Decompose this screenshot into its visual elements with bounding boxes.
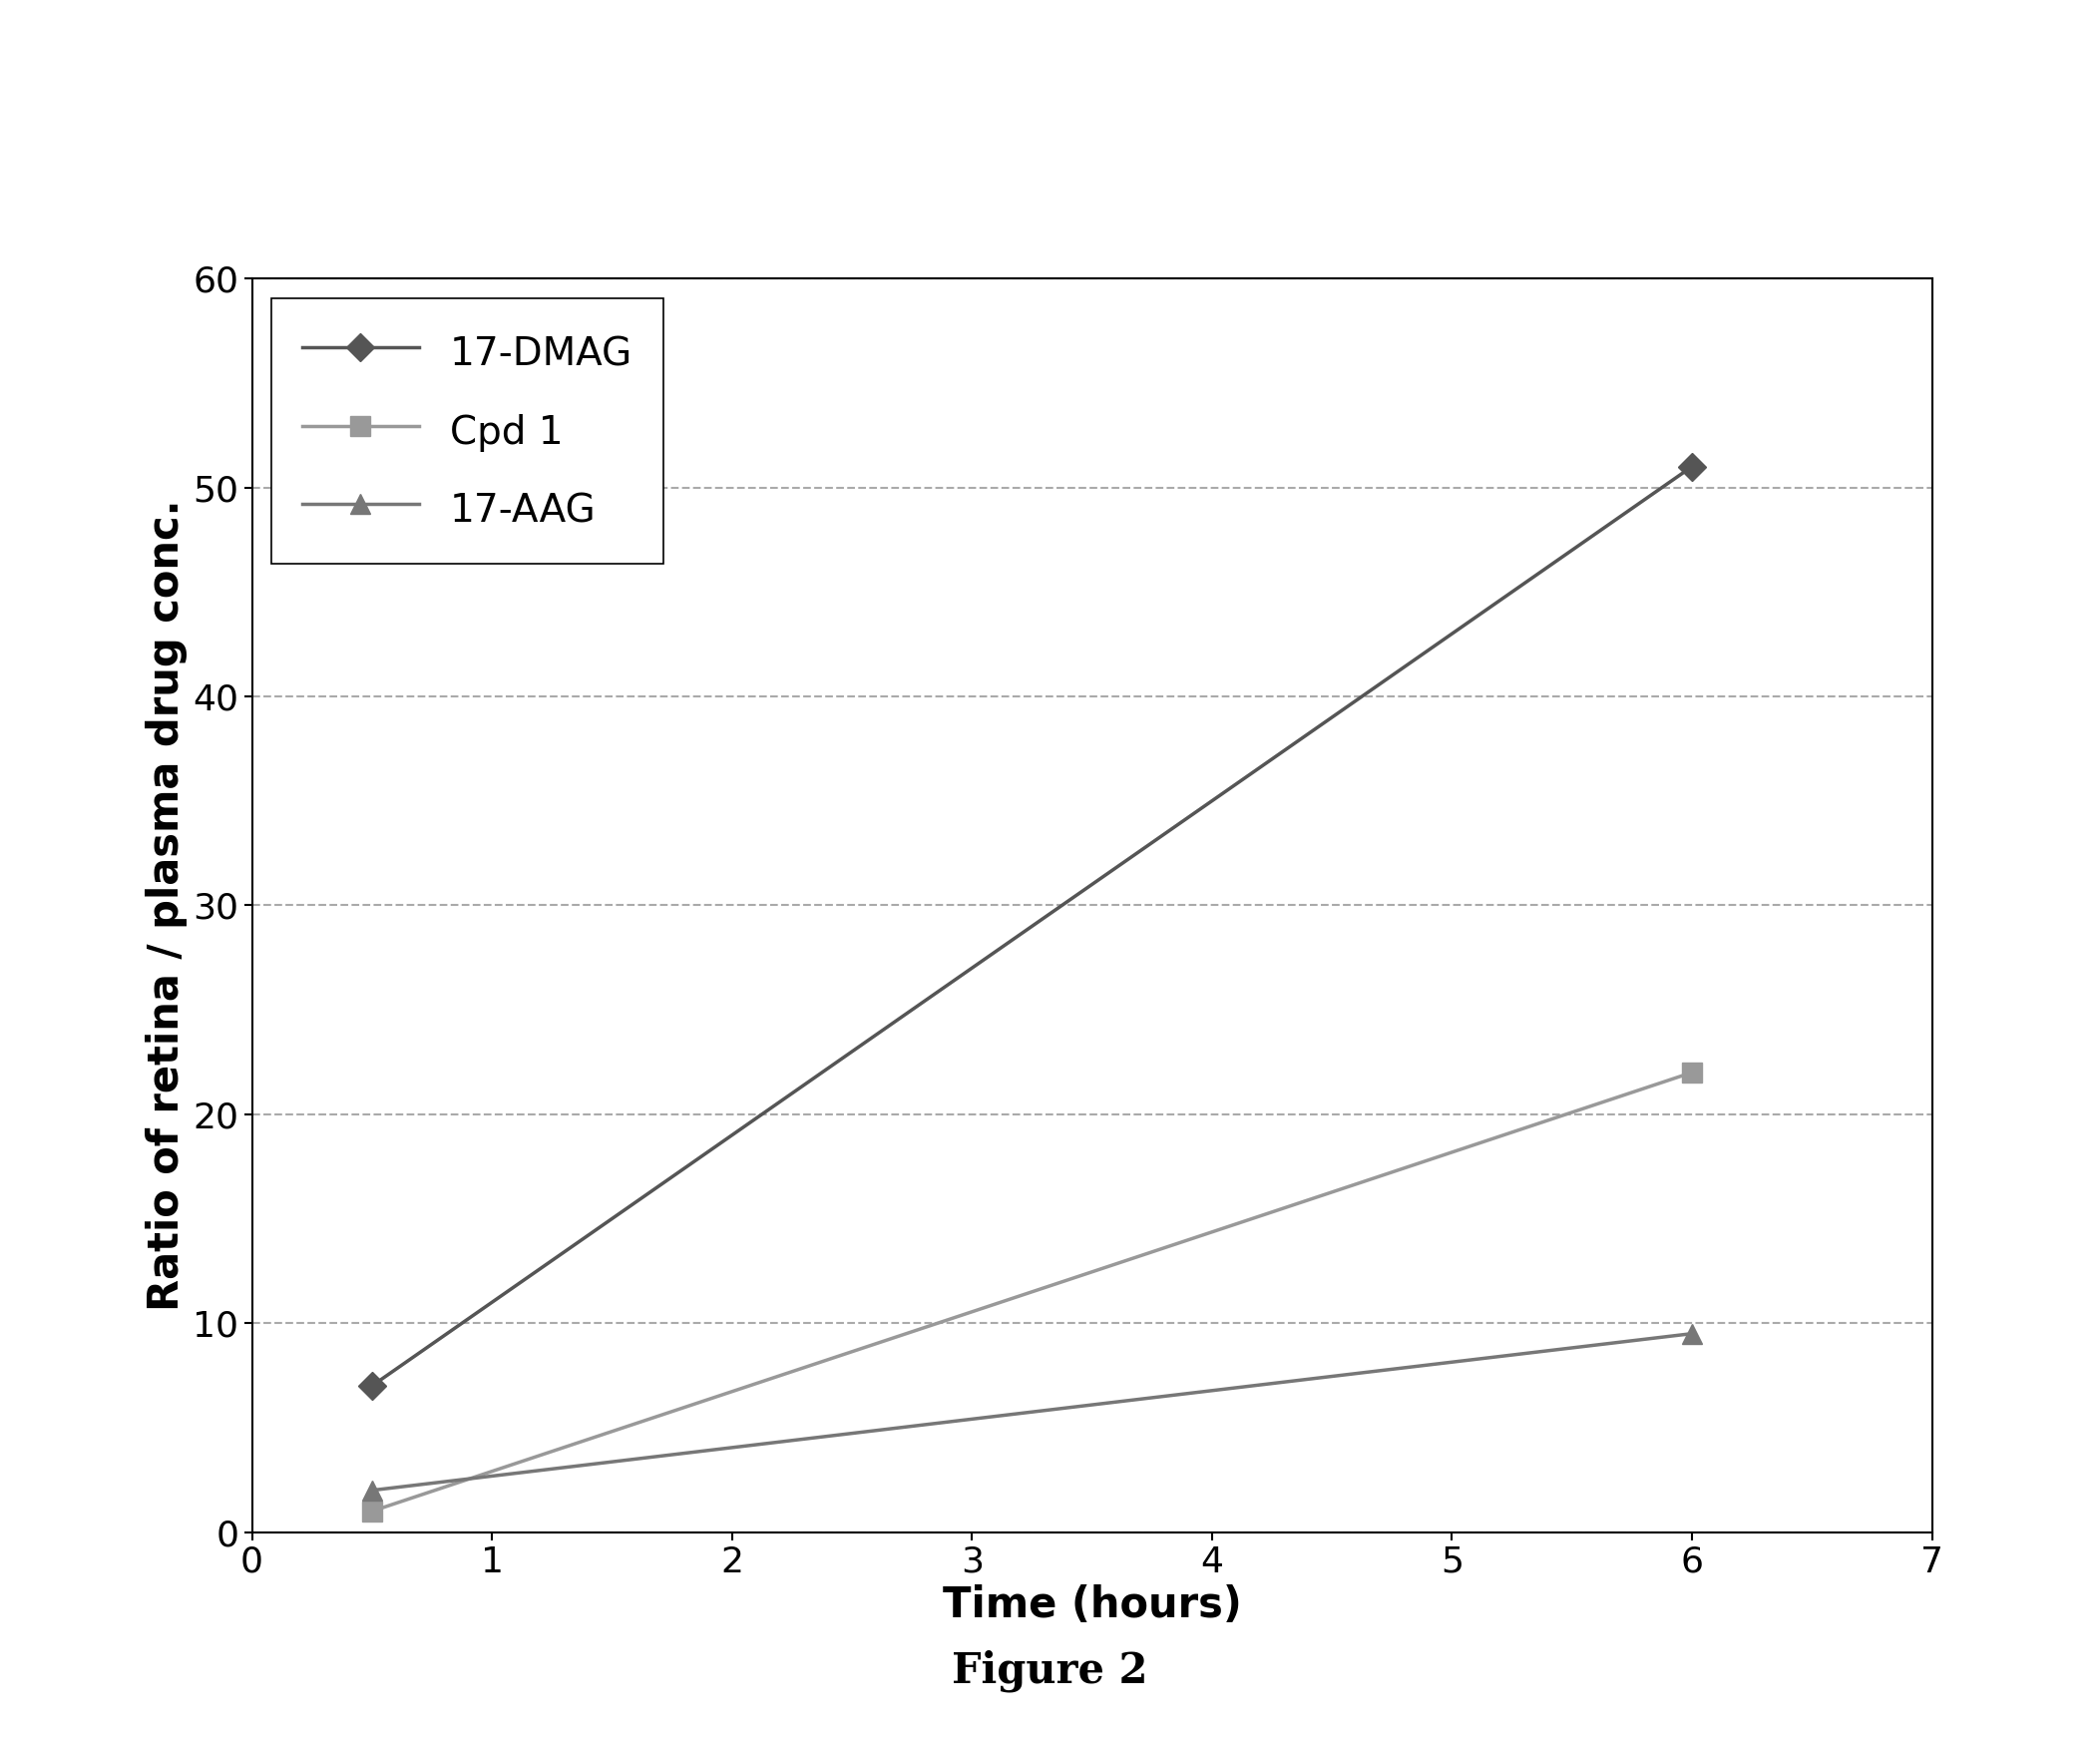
17-AAG bbox=[359, 1480, 384, 1501]
Y-axis label: Ratio of retina / plasma drug conc.: Ratio of retina / plasma drug conc. bbox=[145, 500, 187, 1311]
Cpd 1 bbox=[1680, 1062, 1705, 1083]
Cpd 1 bbox=[359, 1501, 384, 1522]
17-DMAG bbox=[1680, 456, 1705, 477]
Text: Figure 2: Figure 2 bbox=[951, 1650, 1149, 1692]
Line: 17-DMAG: 17-DMAG bbox=[363, 456, 1701, 1396]
X-axis label: Time (hours): Time (hours) bbox=[943, 1584, 1241, 1626]
17-AAG bbox=[1680, 1323, 1705, 1344]
17-DMAG bbox=[359, 1375, 384, 1396]
Legend: 17-DMAG, Cpd 1, 17-AAG: 17-DMAG, Cpd 1, 17-AAG bbox=[271, 298, 664, 564]
Line: Cpd 1: Cpd 1 bbox=[363, 1062, 1701, 1522]
Line: 17-AAG: 17-AAG bbox=[363, 1323, 1701, 1501]
